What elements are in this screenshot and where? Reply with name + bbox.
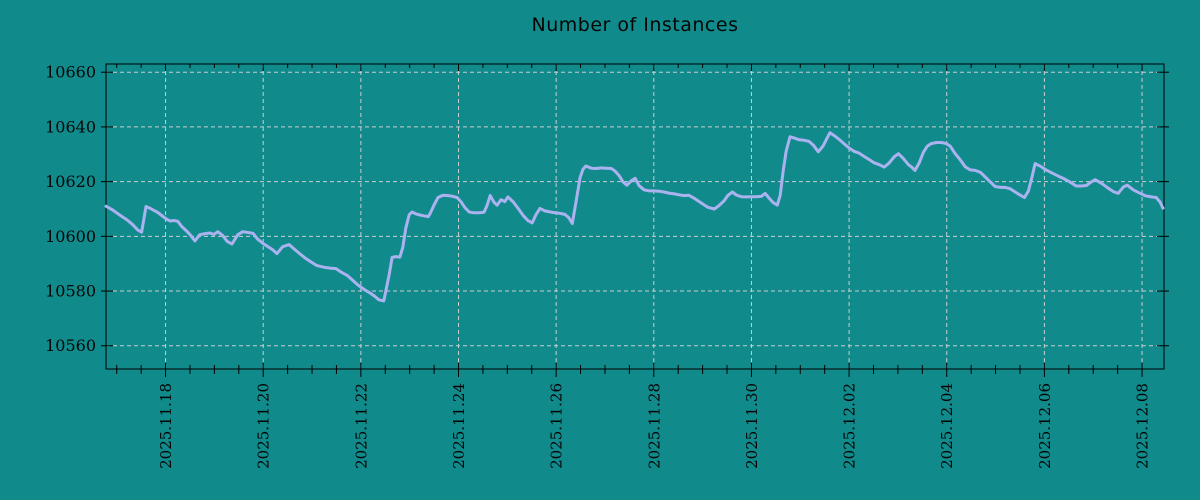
x-tick-label: 2025.11.28 [645,383,663,469]
y-tick-label: 10560 [45,336,96,355]
x-tick-label: 2025.11.24 [450,383,468,469]
chart-title: Number of Instances [531,14,739,36]
y-tick-label: 10600 [45,227,96,246]
x-tick-label: 2025.12.04 [938,383,956,469]
x-tick-label: 2025.11.26 [548,383,566,469]
plot-border [105,63,1165,370]
x-tick-label: 2025.11.22 [352,383,370,469]
x-tick-label: 2025.12.06 [1036,383,1054,469]
y-tick-label: 10620 [45,172,96,191]
x-tick-label: 2025.11.30 [743,383,761,469]
x-tick-label: 2025.11.18 [157,383,175,469]
instances-line [104,131,1165,303]
x-tick-label: 2025.12.08 [1134,383,1152,469]
x-tick-label: 2025.11.20 [255,383,273,469]
x-axis-tick-labels: 2025.11.18 2025.11.20 2025.11.22 2025.11.24… [157,383,1151,469]
y-tick-label: 10580 [45,282,96,301]
y-tick-label: 10660 [45,63,96,82]
y-tick-label: 10640 [45,117,96,136]
axis-ticks [101,64,1169,377]
gridlines [106,64,1164,369]
y-axis-tick-labels: 10560 10580 10600 10620 10640 10660 [45,63,96,356]
x-tick-label: 2025.12.02 [841,383,859,469]
